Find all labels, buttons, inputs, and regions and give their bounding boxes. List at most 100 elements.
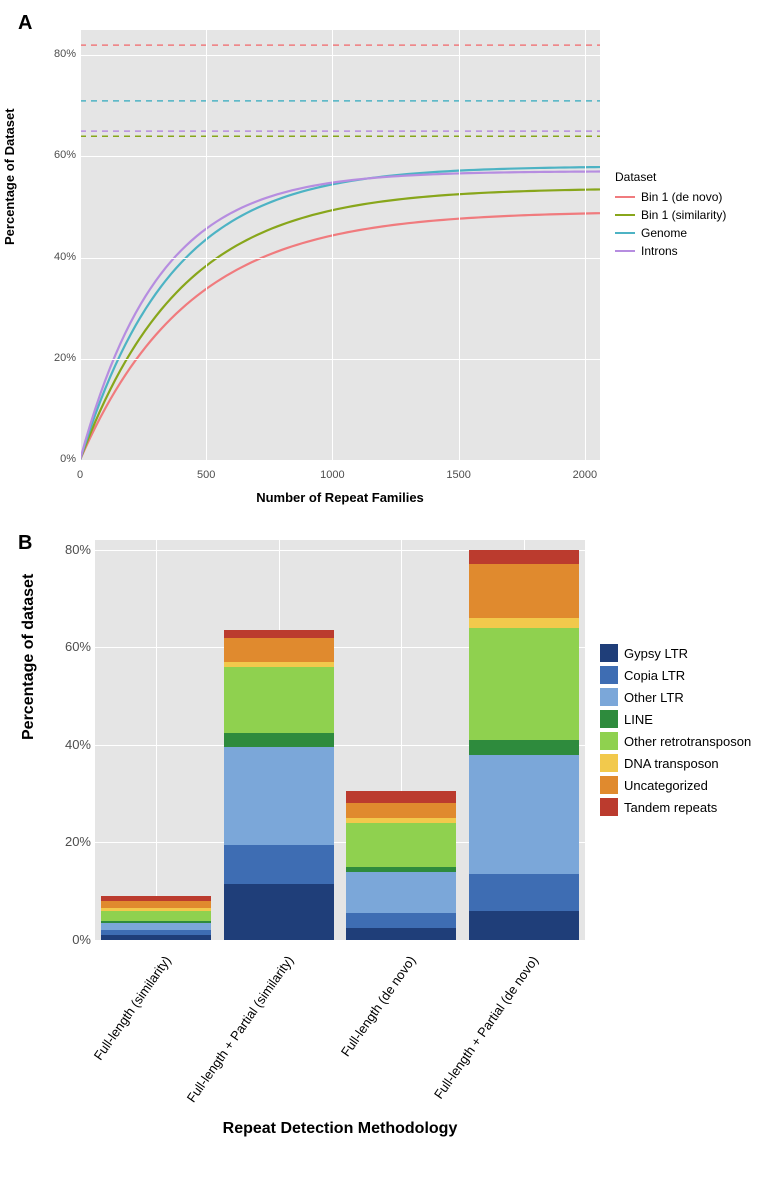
panel-b-legend-item: LINE [600,710,751,728]
panel-b-bar-segment [469,911,579,940]
panel-b-bar-segment [469,740,579,755]
panel-a-gridline-v [206,30,207,460]
panel-a-y-tick-label: 40% [54,251,76,263]
panel-b-x-tick-label: Full-length (similarity) [90,953,173,1063]
legend-label: Other LTR [624,690,684,705]
legend-swatch-icon [600,776,618,794]
legend-label: Bin 1 (similarity) [641,208,726,222]
panel-b-y-axis: 0%20%40%60%80% [58,540,95,940]
panel-b-y-tick-label: 0% [72,932,91,947]
panel-b-y-tick-label: 20% [65,834,91,849]
panel-a-x-axis: 0500100015002000 [80,465,600,490]
legend-label: Other retrotransposon [624,734,751,749]
panel-a-ylabel: Percentage of Dataset [2,108,17,245]
legend-swatch-icon [600,644,618,662]
panel-a-legend-item: Introns [615,244,726,258]
panel-a: A Percentage of Dataset 0%20%40%60%80% 0… [10,10,784,530]
panel-b-bar [469,550,579,940]
panel-b-bar-segment [469,618,579,628]
panel-b-legend-item: Uncategorized [600,776,751,794]
legend-label: Uncategorized [624,778,708,793]
legend-swatch-icon [600,732,618,750]
panel-a-y-tick-label: 80% [54,48,76,60]
panel-a-plot-area [80,30,600,460]
panel-a-series-line [80,189,600,460]
panel-b-x-axis: Full-length (similarity)Full-length + Pa… [95,945,585,1115]
legend-label: LINE [624,712,653,727]
panel-b-bar-segment [346,791,456,803]
panel-a-x-tick-label: 2000 [570,469,600,481]
legend-label: Copia LTR [624,668,685,683]
panel-b-bar-segment [101,923,211,930]
panel-a-gridline-h [80,156,600,157]
legend-label: Bin 1 (de novo) [641,190,722,204]
panel-b-plot-area [95,540,585,940]
panel-a-y-tick-label: 60% [54,149,76,161]
panel-b-y-tick-label: 80% [65,542,91,557]
panel-b-bar-segment [346,928,456,940]
panel-b-bar-segment [346,823,456,867]
panel-b-bar [224,630,334,940]
panel-a-legend-item: Bin 1 (similarity) [615,208,726,222]
panel-b-bar-segment [469,550,579,565]
legend-swatch-icon [600,688,618,706]
panel-b-bar-segment [469,874,579,911]
legend-swatch-icon [600,798,618,816]
panel-b-legend-item: Other retrotransposon [600,732,751,750]
panel-a-label: A [18,12,32,35]
panel-a-gridline-v [459,30,460,460]
panel-b-x-tick-label: Full-length + Partial (de novo) [431,953,541,1102]
panel-b-bar-segment [469,564,579,618]
panel-a-legend-item: Bin 1 (de novo) [615,190,726,204]
panel-b-x-tick-label: Full-length + Partial (similarity) [183,953,296,1105]
panel-b-ylabel: Percentage of dataset [20,574,38,740]
panel-b-bar [346,791,456,940]
panel-a-x-tick-label: 0 [65,469,95,481]
panel-a-gridline-v [332,30,333,460]
panel-b-bar-segment [224,630,334,637]
panel-b-gridline-h [95,940,585,941]
panel-a-y-tick-label: 20% [54,352,76,364]
panel-b-xlabel: Repeat Detection Methodology [95,1120,585,1138]
legend-swatch-icon [615,214,635,216]
panel-a-x-tick-label: 500 [191,469,221,481]
legend-label: Genome [641,226,687,240]
panel-b-bar-segment [346,913,456,928]
panel-a-legend-item: Genome [615,226,726,240]
panel-b-bar-segment [101,935,211,940]
panel-b-gridline-v [156,540,157,940]
legend-swatch-icon [615,196,635,198]
panel-b-x-tick-label: Full-length (de novo) [338,953,419,1059]
legend-label: Introns [641,244,678,258]
panel-b-bar-segment [224,667,334,733]
panel-a-x-tick-label: 1500 [444,469,474,481]
panel-a-legend: Dataset Bin 1 (de novo)Bin 1 (similarity… [615,170,726,262]
panel-b-y-tick-label: 40% [65,737,91,752]
panel-b-bar-segment [346,872,456,913]
panel-b-legend-item: Gypsy LTR [600,644,751,662]
legend-swatch-icon [615,232,635,234]
panel-b-bar-segment [224,884,334,940]
panel-a-xlabel: Number of Repeat Families [80,490,600,505]
panel-a-gridline-h [80,460,600,461]
panel-b-bar-segment [224,845,334,884]
panel-b-legend-item: DNA transposon [600,754,751,772]
panel-b: B Percentage of dataset 0%20%40%60%80% F… [10,530,784,1170]
legend-swatch-icon [600,710,618,728]
panel-b-bar-segment [224,638,334,662]
panel-b-bar-segment [469,628,579,740]
panel-a-x-tick-label: 1000 [317,469,347,481]
legend-swatch-icon [615,250,635,252]
legend-swatch-icon [600,666,618,684]
panel-b-bar-segment [346,803,456,818]
legend-label: Tandem repeats [624,800,717,815]
panel-a-gridline-h [80,258,600,259]
panel-b-bar-segment [469,755,579,875]
panel-b-bar [101,896,211,940]
panel-b-label: B [18,532,32,555]
panel-b-legend: Gypsy LTR Copia LTR Other LTR LINE Other ret… [600,640,751,820]
panel-a-y-tick-label: 0% [60,453,76,465]
panel-a-series-line [80,213,600,460]
legend-label: Gypsy LTR [624,646,688,661]
panel-b-bar-segment [224,747,334,845]
